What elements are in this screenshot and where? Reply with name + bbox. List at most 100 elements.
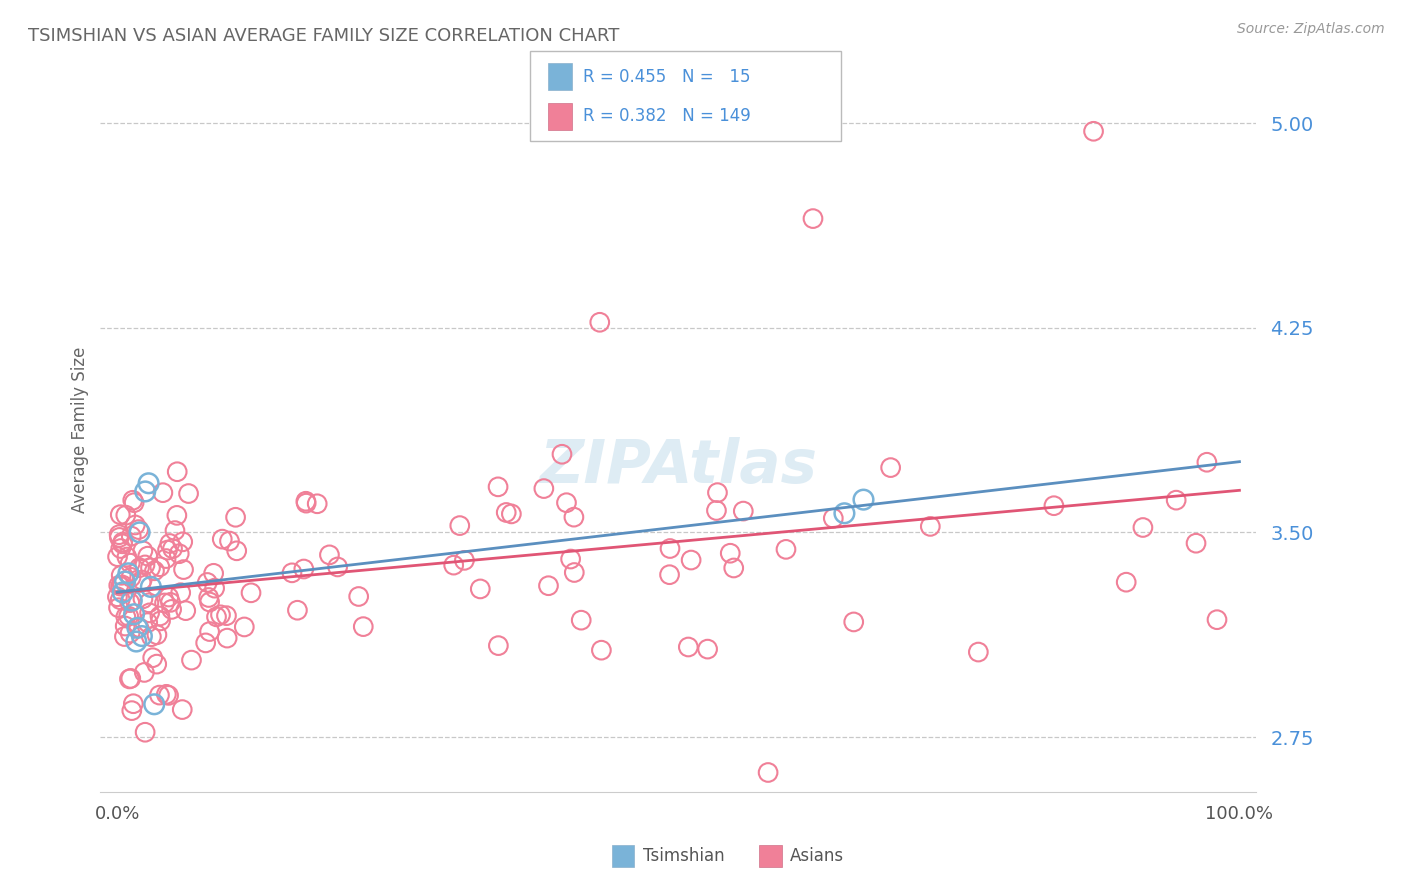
Point — [134, 484, 156, 499]
Point — [443, 558, 465, 573]
Point — [134, 558, 156, 572]
Point — [108, 592, 131, 607]
Point — [157, 590, 180, 604]
Point — [177, 486, 200, 500]
Point — [129, 575, 152, 590]
Point — [486, 639, 509, 653]
Point — [470, 582, 492, 596]
Point — [107, 600, 129, 615]
Point — [195, 575, 218, 590]
Point — [172, 534, 194, 549]
Point — [775, 542, 797, 557]
Point — [551, 447, 574, 461]
Point — [149, 559, 172, 574]
Point — [194, 636, 217, 650]
Point — [1132, 520, 1154, 534]
Point — [138, 596, 160, 610]
Point — [180, 653, 202, 667]
Point — [139, 580, 162, 594]
Point — [111, 535, 134, 549]
Point — [211, 532, 233, 546]
Point — [120, 626, 142, 640]
Point — [205, 610, 228, 624]
Point — [114, 508, 136, 523]
Point — [124, 518, 146, 533]
Point — [659, 541, 682, 556]
Point — [1083, 124, 1105, 138]
Point — [110, 541, 132, 556]
Point — [823, 511, 845, 525]
Point — [537, 579, 560, 593]
Point — [658, 567, 681, 582]
Point — [842, 615, 865, 629]
Point — [202, 566, 225, 581]
Point — [240, 586, 263, 600]
Point — [145, 657, 167, 672]
Point — [569, 613, 592, 627]
Point — [110, 508, 132, 522]
Point — [136, 549, 159, 563]
Point — [562, 566, 585, 580]
Point — [120, 556, 142, 570]
Point — [153, 596, 176, 610]
Point — [352, 619, 374, 633]
Text: TSIMSHIAN VS ASIAN AVERAGE FAMILY SIZE CORRELATION CHART: TSIMSHIAN VS ASIAN AVERAGE FAMILY SIZE C… — [28, 27, 620, 45]
Point — [681, 553, 703, 567]
Point — [117, 566, 139, 581]
Point — [149, 609, 172, 624]
Point — [152, 485, 174, 500]
Point — [114, 609, 136, 624]
Point — [159, 536, 181, 550]
Point — [347, 590, 370, 604]
Point — [111, 585, 134, 599]
Text: ZIPAtlas: ZIPAtlas — [540, 437, 817, 496]
Point — [108, 527, 131, 541]
Point — [307, 497, 329, 511]
Point — [139, 561, 162, 575]
Point — [174, 604, 197, 618]
Point — [110, 568, 132, 582]
Point — [166, 465, 188, 479]
Point — [143, 564, 166, 578]
Point — [318, 548, 340, 562]
Point — [706, 485, 728, 500]
Point — [155, 551, 177, 566]
Point — [233, 620, 256, 634]
Point — [449, 518, 471, 533]
Point — [128, 525, 150, 540]
Point — [920, 519, 942, 533]
Point — [173, 563, 195, 577]
Point — [118, 596, 141, 610]
Point — [1195, 455, 1218, 469]
Point — [217, 631, 239, 645]
Point — [157, 689, 180, 703]
Point — [120, 570, 142, 584]
Point — [1185, 536, 1208, 550]
Point — [115, 549, 138, 564]
Point — [281, 566, 304, 580]
Text: Asians: Asians — [790, 847, 844, 865]
Point — [131, 573, 153, 587]
Point — [225, 543, 247, 558]
Point — [121, 593, 143, 607]
Point — [110, 579, 132, 593]
Point — [1206, 613, 1229, 627]
Point — [204, 581, 226, 595]
Point — [107, 590, 129, 604]
Point — [589, 315, 612, 329]
Point — [122, 697, 145, 711]
Point — [678, 640, 700, 654]
Point — [1166, 493, 1188, 508]
Point — [801, 211, 824, 226]
Point — [111, 537, 134, 551]
Point — [127, 621, 149, 635]
Point — [501, 507, 523, 521]
Point — [138, 476, 160, 491]
Point — [172, 702, 194, 716]
Point — [132, 591, 155, 606]
Point — [696, 642, 718, 657]
Point — [218, 534, 240, 549]
Point — [121, 704, 143, 718]
Point — [143, 698, 166, 712]
Point — [131, 629, 153, 643]
